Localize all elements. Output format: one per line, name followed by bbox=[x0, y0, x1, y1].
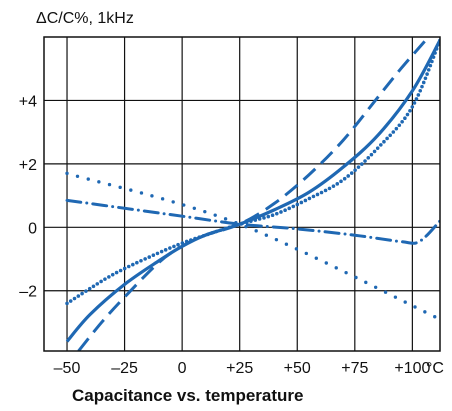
x-tick-label: 0 bbox=[178, 360, 187, 377]
y-tick-label: +2 bbox=[19, 157, 37, 174]
y-tick-label: 0 bbox=[28, 220, 37, 237]
plot-frame bbox=[43, 36, 441, 352]
chart-title: Capacitance vs. temperature bbox=[72, 386, 304, 405]
x-tick-label: +25 bbox=[226, 360, 253, 377]
series-line-dashed bbox=[77, 37, 430, 351]
x-tick-label: –50 bbox=[54, 360, 81, 377]
x-tick-label: +75 bbox=[341, 360, 368, 377]
x-axis-unit-label: °C bbox=[426, 360, 444, 377]
x-tick-label: –25 bbox=[111, 360, 138, 377]
series-group bbox=[65, 37, 440, 351]
x-tick-label: +100 bbox=[394, 360, 430, 377]
series-line-solid bbox=[65, 39, 440, 343]
y-tick-label: –2 bbox=[19, 284, 37, 301]
y-tick-label: +4 bbox=[19, 93, 37, 110]
series-line-dash-dot bbox=[65, 198, 440, 245]
y-axis-label: ΔC/C%, 1kHz bbox=[36, 10, 134, 27]
x-tick-label: +50 bbox=[284, 360, 311, 377]
y-tick-labels: –2 0 +2 +4 bbox=[19, 93, 37, 300]
series-line-sparse-dotted bbox=[65, 171, 440, 321]
series-line-dotted bbox=[65, 38, 440, 306]
x-tick-labels: –50 –25 0 +25 +50 +75 +100 bbox=[54, 360, 431, 377]
